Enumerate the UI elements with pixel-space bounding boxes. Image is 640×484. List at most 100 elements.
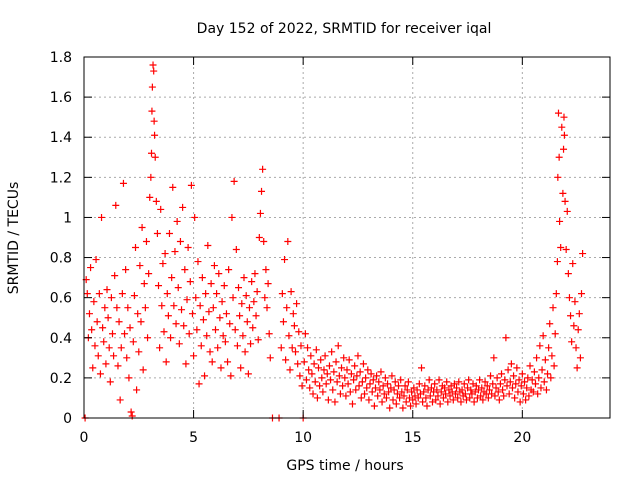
data-point (515, 376, 523, 384)
data-point (529, 388, 537, 396)
data-point (441, 384, 449, 392)
data-point (359, 360, 367, 368)
data-point (494, 388, 502, 396)
data-point (540, 378, 548, 386)
data-point (502, 334, 510, 342)
y-tick-label: 0.2 (50, 371, 72, 387)
data-point (431, 380, 439, 388)
data-point (161, 250, 169, 258)
data-point (164, 312, 172, 320)
data-point (214, 344, 222, 352)
data-point (466, 394, 474, 402)
data-point (446, 392, 454, 400)
data-point (338, 364, 346, 372)
data-point (434, 392, 442, 400)
data-point (312, 346, 320, 354)
data-point (552, 290, 560, 298)
data-points (81, 61, 587, 422)
data-point (133, 386, 141, 394)
data-point (555, 153, 563, 161)
data-point (514, 388, 522, 396)
data-point (155, 282, 163, 290)
data-point (190, 352, 198, 360)
data-point (534, 390, 542, 398)
data-point (194, 258, 202, 266)
data-point (167, 334, 175, 342)
data-point (560, 113, 568, 121)
data-point (467, 386, 475, 394)
data-point (565, 294, 573, 302)
data-point (396, 394, 404, 402)
data-point (393, 390, 401, 398)
data-point (139, 366, 147, 374)
data-point (126, 324, 134, 332)
data-point (373, 372, 381, 380)
data-point (499, 386, 507, 394)
data-point (530, 368, 538, 376)
data-point (450, 380, 458, 388)
data-point (346, 388, 354, 396)
data-point (472, 382, 480, 390)
data-point (121, 330, 129, 338)
data-point (304, 344, 312, 352)
data-point (258, 187, 266, 195)
data-point (238, 300, 246, 308)
data-point (321, 352, 329, 360)
y-tick-label: 0.4 (50, 331, 72, 347)
data-point (188, 310, 196, 318)
data-point (112, 201, 120, 209)
data-point (556, 217, 564, 225)
data-point (403, 386, 411, 394)
data-point (123, 354, 131, 362)
data-point (206, 348, 214, 356)
data-point (512, 380, 520, 388)
data-point (157, 205, 165, 213)
data-point (183, 296, 191, 304)
data-point (483, 382, 491, 390)
data-point (501, 376, 509, 384)
data-point (265, 330, 273, 338)
data-point (248, 278, 256, 286)
data-point (518, 370, 526, 378)
data-point (420, 388, 428, 396)
data-point (454, 394, 462, 402)
data-point (378, 398, 386, 406)
data-point (111, 272, 119, 280)
data-point (252, 312, 260, 320)
data-point (279, 318, 287, 326)
data-point (243, 318, 251, 326)
data-point (531, 380, 539, 388)
data-point (366, 380, 374, 388)
data-point (146, 193, 154, 201)
data-point (221, 338, 229, 346)
y-tick-label: 1.4 (50, 130, 72, 146)
data-point (122, 266, 130, 274)
data-point (142, 238, 150, 246)
data-point (479, 396, 487, 404)
data-point (541, 356, 549, 364)
data-point (291, 348, 299, 356)
data-point (538, 366, 546, 374)
data-point (226, 320, 234, 328)
data-point (94, 352, 102, 360)
data-point (140, 280, 148, 288)
data-point (521, 378, 529, 386)
data-point (232, 246, 240, 254)
data-point (554, 173, 562, 181)
grid (84, 57, 610, 418)
data-point (408, 388, 416, 396)
y-tick-label: 1.6 (50, 90, 72, 106)
data-point (327, 376, 335, 384)
data-point (551, 330, 559, 338)
data-point (141, 304, 149, 312)
data-point (199, 316, 207, 324)
data-point (302, 376, 310, 384)
data-point (369, 376, 377, 384)
data-point (138, 223, 146, 231)
data-point (379, 382, 387, 390)
data-point (449, 396, 457, 404)
data-point (147, 173, 155, 181)
data-point (573, 364, 581, 372)
y-tick-label: 0 (63, 411, 72, 427)
